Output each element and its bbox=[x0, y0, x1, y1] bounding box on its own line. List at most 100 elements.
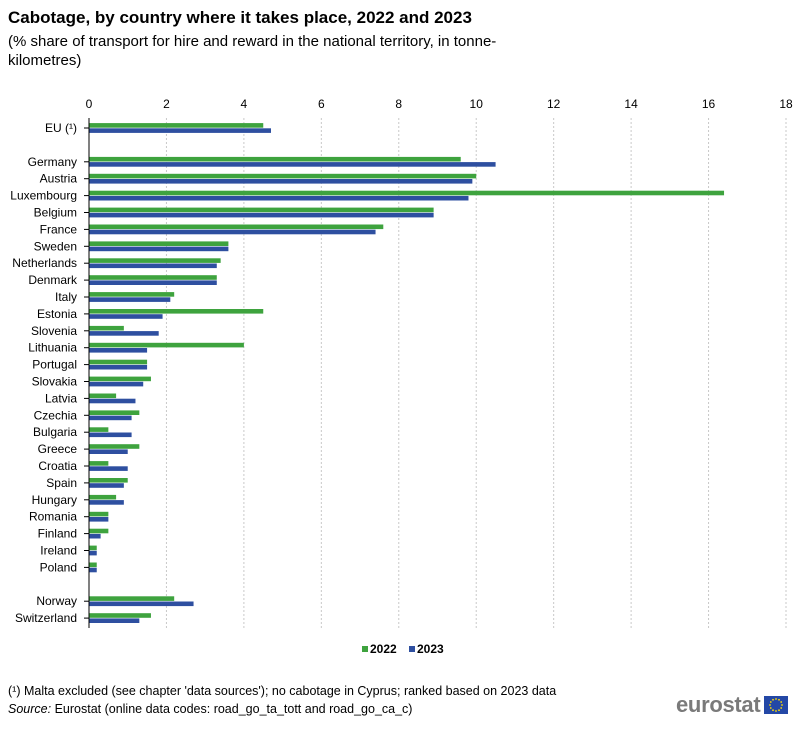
bar-2022 bbox=[89, 613, 151, 618]
x-tick-label: 10 bbox=[470, 97, 484, 111]
category-label: Slovakia bbox=[32, 375, 78, 389]
bar-2023 bbox=[89, 483, 124, 488]
source-note: Source: Eurostat (online data codes: roa… bbox=[8, 702, 412, 716]
category-label: Netherlands bbox=[12, 256, 77, 270]
eurostat-logo: eurostat bbox=[676, 692, 789, 718]
category-label: Ireland bbox=[40, 544, 77, 558]
bar-2023 bbox=[89, 229, 376, 235]
source-text: Eurostat (online data codes: road_go_ta_… bbox=[51, 702, 413, 716]
bar-2022 bbox=[89, 596, 175, 601]
legend-swatch bbox=[362, 646, 368, 652]
bar-2022 bbox=[89, 562, 97, 568]
bar-2023 bbox=[89, 179, 473, 184]
legend-label: 2022 bbox=[370, 642, 397, 656]
bar-2022 bbox=[89, 123, 264, 128]
bar-2022 bbox=[89, 410, 140, 415]
category-label: Norway bbox=[36, 594, 77, 608]
chart-subtitle: (% share of transport for hire and rewar… bbox=[8, 33, 497, 69]
chart-title: Cabotage, by country where it takes plac… bbox=[8, 8, 472, 27]
bar-2022 bbox=[89, 376, 151, 382]
category-label: Greece bbox=[38, 442, 78, 456]
bar-2023 bbox=[89, 195, 469, 201]
category-label: Sweden bbox=[34, 239, 77, 253]
category-label: Czechia bbox=[34, 408, 78, 422]
category-label: Denmark bbox=[28, 273, 78, 287]
bar-2022 bbox=[89, 156, 461, 162]
category-label: Austria bbox=[40, 172, 78, 186]
eu-flag-icon bbox=[764, 696, 789, 714]
category-label: Belgium bbox=[34, 206, 77, 220]
category-label: EU (¹) bbox=[45, 121, 77, 135]
category-label: Hungary bbox=[32, 493, 77, 507]
category-label: Estonia bbox=[37, 307, 77, 321]
bar-2023 bbox=[89, 297, 171, 302]
x-tick-label: 8 bbox=[395, 97, 402, 111]
bar-2023 bbox=[89, 415, 132, 421]
bar-2022 bbox=[89, 342, 244, 348]
bar-2022 bbox=[89, 393, 117, 399]
category-label: Lithuania bbox=[28, 341, 77, 355]
bar-2023 bbox=[89, 601, 194, 607]
bar-2023 bbox=[89, 533, 101, 539]
bar-2023 bbox=[89, 331, 159, 336]
x-tick-label: 0 bbox=[86, 97, 93, 111]
bar-2022 bbox=[89, 528, 109, 534]
bar-2023 bbox=[89, 280, 217, 285]
footnote: (¹) Malta excluded (see chapter 'data so… bbox=[8, 684, 557, 698]
category-label: Romania bbox=[29, 510, 77, 524]
category-label: Croatia bbox=[38, 459, 77, 473]
bar-2022 bbox=[89, 325, 124, 331]
bar-2023 bbox=[89, 432, 132, 438]
legend-swatch bbox=[409, 646, 415, 652]
bar-2022 bbox=[89, 241, 229, 246]
bar-2022 bbox=[89, 207, 434, 213]
bar-2022 bbox=[89, 427, 109, 432]
bar-2022 bbox=[89, 478, 128, 483]
bar-2023 bbox=[89, 449, 128, 454]
bar-2022 bbox=[89, 545, 97, 551]
bar-2022 bbox=[89, 511, 109, 517]
x-tick-label: 16 bbox=[702, 97, 716, 111]
bar-2023 bbox=[89, 314, 163, 319]
bar-2023 bbox=[89, 398, 136, 404]
bar-2023 bbox=[89, 364, 148, 370]
x-tick-label: 4 bbox=[241, 97, 248, 111]
bar-2022 bbox=[89, 190, 725, 196]
x-tick-label: 18 bbox=[779, 97, 793, 111]
bar-2022 bbox=[89, 309, 264, 314]
bar-2022 bbox=[89, 258, 221, 263]
bar-2023 bbox=[89, 517, 109, 522]
bar-2023 bbox=[89, 500, 124, 505]
category-label: Luxembourg bbox=[10, 189, 77, 203]
category-label: Poland bbox=[40, 560, 77, 574]
bar-2023 bbox=[89, 348, 148, 353]
bar-2023 bbox=[89, 550, 97, 556]
x-tick-label: 2 bbox=[163, 97, 170, 111]
bar-2022 bbox=[89, 461, 109, 466]
category-label: Portugal bbox=[32, 358, 77, 372]
bar-2023 bbox=[89, 128, 271, 133]
category-label: Latvia bbox=[45, 391, 77, 405]
bar-2022 bbox=[89, 494, 117, 500]
bar-2023 bbox=[89, 618, 140, 623]
bar-2023 bbox=[89, 381, 144, 387]
bar-2023 bbox=[89, 246, 229, 252]
bar-2022 bbox=[89, 444, 140, 449]
bar-2023 bbox=[89, 162, 496, 167]
x-tick-label: 14 bbox=[624, 97, 638, 111]
bar-2023 bbox=[89, 567, 97, 573]
legend-label: 2023 bbox=[417, 642, 444, 656]
logo-text: eurostat bbox=[676, 692, 761, 717]
category-label: Slovenia bbox=[31, 324, 77, 338]
bar-chart: 0 2 4 6 8 10 12 14 16 18 EU (¹) Germany Austria Luxem… bbox=[10, 97, 793, 656]
bar-2022 bbox=[89, 359, 148, 365]
category-label: Bulgaria bbox=[33, 425, 77, 439]
bar-2022 bbox=[89, 224, 384, 230]
x-tick-label: 6 bbox=[318, 97, 325, 111]
category-label: Spain bbox=[46, 476, 77, 490]
category-label: Finland bbox=[38, 527, 77, 541]
bar-2022 bbox=[89, 292, 175, 297]
bar-2023 bbox=[89, 466, 128, 471]
bar-2023 bbox=[89, 212, 434, 218]
category-label: Switzerland bbox=[15, 611, 77, 625]
